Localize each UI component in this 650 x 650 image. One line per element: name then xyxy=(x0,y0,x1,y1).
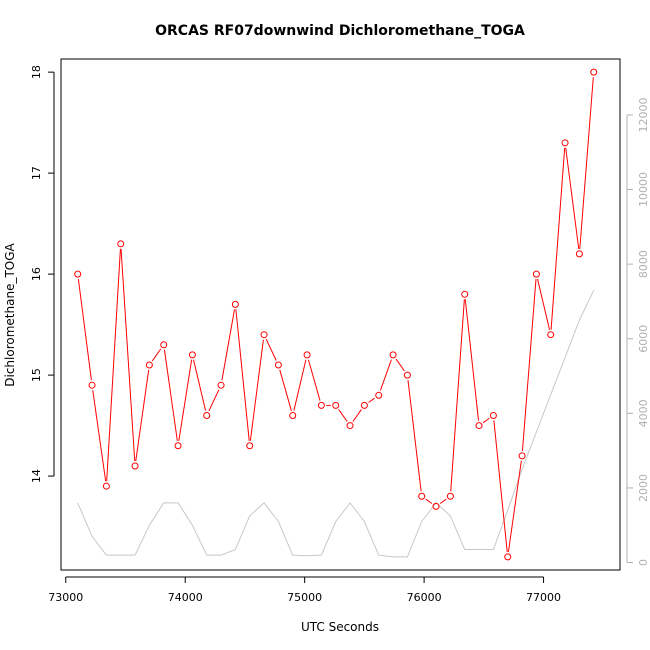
red-series-segment xyxy=(450,299,465,492)
red-series-segment xyxy=(92,390,107,482)
y-tick-label: 15 xyxy=(30,368,43,382)
red-series-segment xyxy=(279,369,292,411)
red-data-point xyxy=(389,351,397,359)
red-data-point xyxy=(375,391,383,399)
y2-tick-label: 0 xyxy=(637,559,650,566)
x-axis-label: UTC Seconds xyxy=(301,620,379,634)
red-series-segment xyxy=(77,278,92,381)
x-tick-label: 76000 xyxy=(407,591,442,604)
red-data-point xyxy=(88,381,96,389)
red-data-point xyxy=(74,270,82,278)
red-series-segment xyxy=(221,309,236,381)
red-series-segment xyxy=(193,359,207,411)
red-series-segment xyxy=(106,248,121,482)
red-data-point xyxy=(174,442,182,450)
gray-series-line xyxy=(77,290,595,558)
red-series-segment xyxy=(265,339,277,361)
y-tick-label: 16 xyxy=(30,267,43,281)
x-tick-label: 73000 xyxy=(48,591,83,604)
red-data-point xyxy=(131,462,139,470)
red-series-segment xyxy=(151,348,162,362)
red-data-point xyxy=(102,482,110,490)
y2-tick-label: 10000 xyxy=(637,172,650,207)
y2-tick-label: 4000 xyxy=(637,399,650,427)
red-data-point xyxy=(274,361,282,369)
x-tick-label: 75000 xyxy=(287,591,322,604)
red-data-point xyxy=(432,502,440,510)
red-series-segment xyxy=(482,417,490,424)
red-data-point xyxy=(160,341,168,349)
red-data-point xyxy=(532,270,540,278)
red-series-segment xyxy=(307,359,321,401)
plot-area xyxy=(60,58,621,571)
y2-tick-label: 8000 xyxy=(637,250,650,278)
red-series-segment xyxy=(407,379,422,492)
red-series-segment xyxy=(507,460,522,552)
red-data-point xyxy=(547,331,555,339)
red-data-point xyxy=(317,401,325,409)
red-data-point xyxy=(217,381,225,389)
x-tick-label: 74000 xyxy=(168,591,203,604)
y2-tick-label: 2000 xyxy=(637,474,650,502)
red-series-segment xyxy=(439,498,447,504)
red-data-point xyxy=(303,351,311,359)
red-data-point xyxy=(289,411,297,419)
red-series-segment xyxy=(163,349,178,441)
red-series-segment xyxy=(368,397,375,403)
red-series-segment xyxy=(178,359,193,441)
chart-title: ORCAS RF07downwind Dichloromethane_TOGA xyxy=(155,23,525,39)
red-series-segment xyxy=(537,278,551,330)
red-data-point xyxy=(188,351,196,359)
red-data-point xyxy=(590,68,598,76)
red-data-point xyxy=(575,250,583,258)
red-data-point xyxy=(332,401,340,409)
red-series-segment xyxy=(565,147,580,250)
red-series-segment xyxy=(464,299,480,421)
series-layer xyxy=(74,68,598,561)
y-axis-label: Dichloromethane_TOGA xyxy=(3,242,17,386)
red-data-point xyxy=(475,422,483,430)
red-series-segment xyxy=(338,409,348,422)
red-series-segment xyxy=(235,309,250,441)
y-tick-label: 14 xyxy=(30,469,43,483)
y2-axis: 0 2000 4000 6000 8000 10000 12000 xyxy=(626,97,650,566)
red-data-point xyxy=(360,401,368,409)
red-data-point xyxy=(446,492,454,500)
red-series-segment xyxy=(293,359,307,411)
red-series-segment xyxy=(550,147,566,330)
red-series-segment xyxy=(208,389,220,412)
red-series-segment xyxy=(493,420,508,552)
y-tick-label: 18 xyxy=(30,65,43,79)
y2-tick-label: 12000 xyxy=(637,97,650,132)
red-data-point xyxy=(246,442,254,450)
red-data-point xyxy=(346,422,354,430)
red-data-point xyxy=(489,411,497,419)
red-data-point xyxy=(145,361,153,369)
red-data-point xyxy=(260,331,268,339)
red-series-segment xyxy=(352,409,362,422)
red-data-point xyxy=(504,553,512,561)
red-data-point xyxy=(203,411,211,419)
red-data-point xyxy=(561,139,569,147)
red-series-segment xyxy=(425,498,433,504)
red-series-segment xyxy=(579,77,594,249)
y-tick-label: 17 xyxy=(30,166,43,180)
y-axis: 14 15 16 17 18 xyxy=(30,65,55,483)
red-series-segment xyxy=(135,369,150,462)
red-series-segment xyxy=(120,248,136,462)
red-series-segment xyxy=(379,359,392,391)
red-data-point xyxy=(418,492,426,500)
red-data-point xyxy=(403,371,411,379)
red-data-point xyxy=(518,452,526,460)
x-tick-label: 77000 xyxy=(526,591,561,604)
red-series-segment xyxy=(521,279,537,451)
red-data-point xyxy=(231,300,239,308)
red-series-segment xyxy=(249,339,264,441)
red-data-point xyxy=(461,290,469,298)
red-data-point xyxy=(117,240,125,248)
x-axis: 73000 74000 75000 76000 77000 xyxy=(48,576,561,604)
red-series-segment xyxy=(395,358,405,372)
y2-tick-label: 6000 xyxy=(637,325,650,353)
